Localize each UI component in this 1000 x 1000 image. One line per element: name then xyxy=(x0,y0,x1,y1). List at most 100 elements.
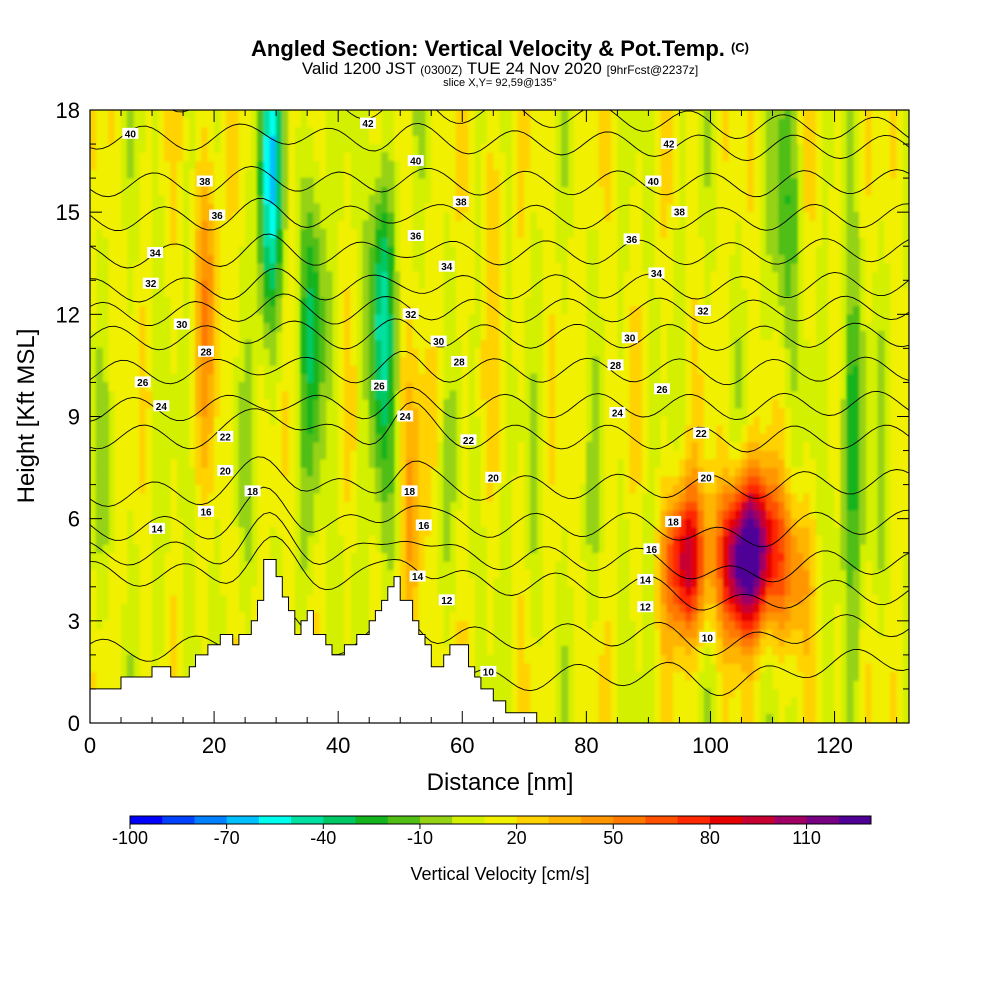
velocity-cell xyxy=(226,450,234,460)
velocity-cell xyxy=(95,518,103,528)
velocity-cell xyxy=(598,705,606,715)
velocity-cell xyxy=(679,586,686,596)
velocity-cell xyxy=(313,356,320,366)
velocity-cell xyxy=(133,356,140,366)
velocity-cell xyxy=(213,467,221,477)
velocity-cell xyxy=(133,441,140,451)
velocity-cell xyxy=(176,671,184,681)
velocity-cell xyxy=(468,586,475,596)
velocity-cell xyxy=(586,110,593,119)
velocity-cell xyxy=(455,297,463,307)
velocity-cell xyxy=(573,135,581,145)
velocity-cell xyxy=(468,297,475,307)
velocity-cell xyxy=(604,348,612,358)
velocity-cell xyxy=(629,373,637,383)
velocity-cell xyxy=(424,254,432,264)
velocity-cell xyxy=(406,424,413,434)
velocity-cell xyxy=(691,177,699,187)
velocity-cell xyxy=(313,620,320,630)
velocity-cell xyxy=(344,348,351,358)
velocity-cell xyxy=(703,577,711,588)
velocity-cell xyxy=(548,646,556,656)
velocity-cell xyxy=(232,629,240,639)
velocity-cell xyxy=(660,629,668,639)
velocity-cell xyxy=(517,646,525,656)
velocity-cell xyxy=(219,194,227,204)
velocity-cell xyxy=(716,467,724,477)
velocity-cell xyxy=(176,279,184,290)
velocity-cell xyxy=(244,348,252,358)
velocity-cell xyxy=(486,160,494,170)
velocity-cell xyxy=(430,433,438,443)
velocity-cell xyxy=(399,560,407,571)
velocity-cell xyxy=(579,279,587,290)
velocity-cell xyxy=(579,697,587,707)
velocity-cell xyxy=(455,126,463,136)
velocity-cell xyxy=(654,152,662,162)
velocity-cell xyxy=(387,467,395,477)
velocity-cell xyxy=(579,245,587,256)
velocity-cell xyxy=(399,152,407,162)
velocity-cell xyxy=(455,560,463,571)
velocity-cell xyxy=(573,637,581,647)
velocity-cell xyxy=(530,526,538,536)
velocity-cell xyxy=(232,620,240,630)
velocity-cell xyxy=(666,245,674,256)
velocity-cell xyxy=(145,339,153,349)
velocity-cell xyxy=(691,399,699,409)
velocity-cell xyxy=(102,671,109,681)
velocity-cell xyxy=(548,586,556,596)
velocity-cell xyxy=(424,373,432,383)
velocity-cell xyxy=(623,382,631,392)
velocity-cell xyxy=(319,365,327,375)
velocity-cell xyxy=(703,518,711,528)
velocity-cell xyxy=(492,322,500,332)
velocity-cell xyxy=(598,654,606,664)
velocity-cell xyxy=(598,629,606,639)
velocity-cell xyxy=(90,577,97,588)
velocity-cell xyxy=(381,305,389,315)
velocity-cell xyxy=(170,501,178,511)
velocity-cell xyxy=(685,629,693,639)
velocity-cell xyxy=(170,484,178,494)
velocity-cell xyxy=(344,594,351,605)
velocity-cell xyxy=(716,152,724,162)
velocity-cell xyxy=(126,348,134,358)
velocity-cell xyxy=(263,194,271,204)
velocity-cell xyxy=(461,586,469,596)
velocity-cell xyxy=(319,594,327,605)
velocity-cell xyxy=(703,714,711,723)
velocity-cell xyxy=(226,271,234,281)
velocity-cell xyxy=(573,254,581,264)
velocity-cell xyxy=(480,416,488,426)
velocity-cell xyxy=(114,110,122,119)
velocity-cell xyxy=(126,365,134,375)
velocity-cell xyxy=(486,262,494,273)
velocity-cell xyxy=(679,654,686,664)
velocity-cell xyxy=(219,586,227,596)
velocity-cell xyxy=(635,450,643,460)
velocity-cell xyxy=(499,441,507,451)
velocity-cell xyxy=(288,297,296,307)
velocity-cell xyxy=(629,390,637,400)
velocity-cell xyxy=(108,203,116,213)
velocity-cell xyxy=(300,467,308,477)
velocity-cell xyxy=(201,620,209,630)
velocity-cell xyxy=(139,237,147,247)
velocity-cell xyxy=(288,118,296,128)
velocity-cell xyxy=(126,407,134,417)
velocity-cell xyxy=(114,424,122,434)
velocity-cell xyxy=(598,262,606,273)
velocity-cell xyxy=(219,245,227,256)
velocity-cell xyxy=(579,126,587,136)
velocity-cell xyxy=(90,169,97,179)
velocity-cell xyxy=(728,586,736,596)
velocity-cell xyxy=(561,416,569,426)
velocity-cell xyxy=(592,203,600,213)
velocity-cell xyxy=(232,194,240,204)
velocity-cell xyxy=(133,535,140,545)
velocity-cell xyxy=(592,705,600,715)
velocity-cell xyxy=(157,654,165,664)
velocity-cell xyxy=(511,612,519,622)
velocity-cell xyxy=(542,441,550,451)
